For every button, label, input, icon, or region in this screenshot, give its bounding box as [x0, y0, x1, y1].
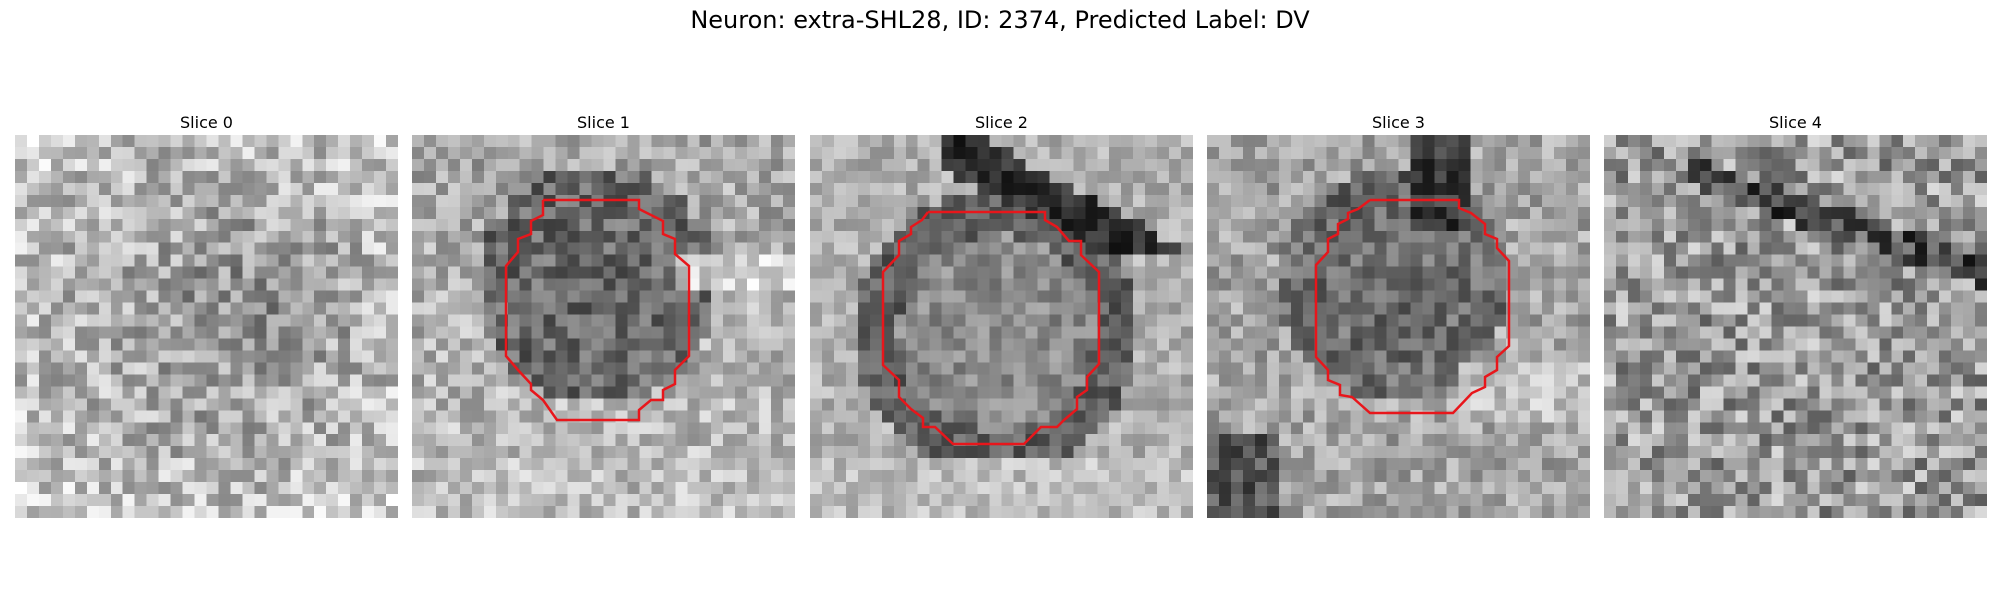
- slice-title: Slice 0: [180, 113, 233, 132]
- segmentation-contour: [504, 198, 691, 422]
- slice-title: Slice 2: [975, 113, 1028, 132]
- slice-panel-4: Slice 4: [1604, 110, 1987, 518]
- slice-title: Slice 4: [1769, 113, 1822, 132]
- slice-panel-1: Slice 1: [412, 110, 795, 518]
- contour-outline: [881, 210, 1101, 446]
- segmentation-contour: [1314, 198, 1511, 415]
- slice-image: [15, 135, 398, 518]
- slice-image: [810, 135, 1193, 518]
- slice-panel-2: Slice 2: [810, 110, 1193, 518]
- slice-image: [1604, 135, 1987, 518]
- slice-title: Slice 3: [1372, 113, 1425, 132]
- contour-outline: [504, 198, 691, 422]
- segmentation-contour: [881, 210, 1101, 446]
- contour-outline: [1314, 198, 1511, 415]
- slice-panel-0: Slice 0: [15, 110, 398, 518]
- slice-title: Slice 1: [577, 113, 630, 132]
- figure-title: Neuron: extra-SHL28, ID: 2374, Predicted…: [690, 6, 1310, 34]
- slice-panel-3: Slice 3: [1207, 110, 1590, 518]
